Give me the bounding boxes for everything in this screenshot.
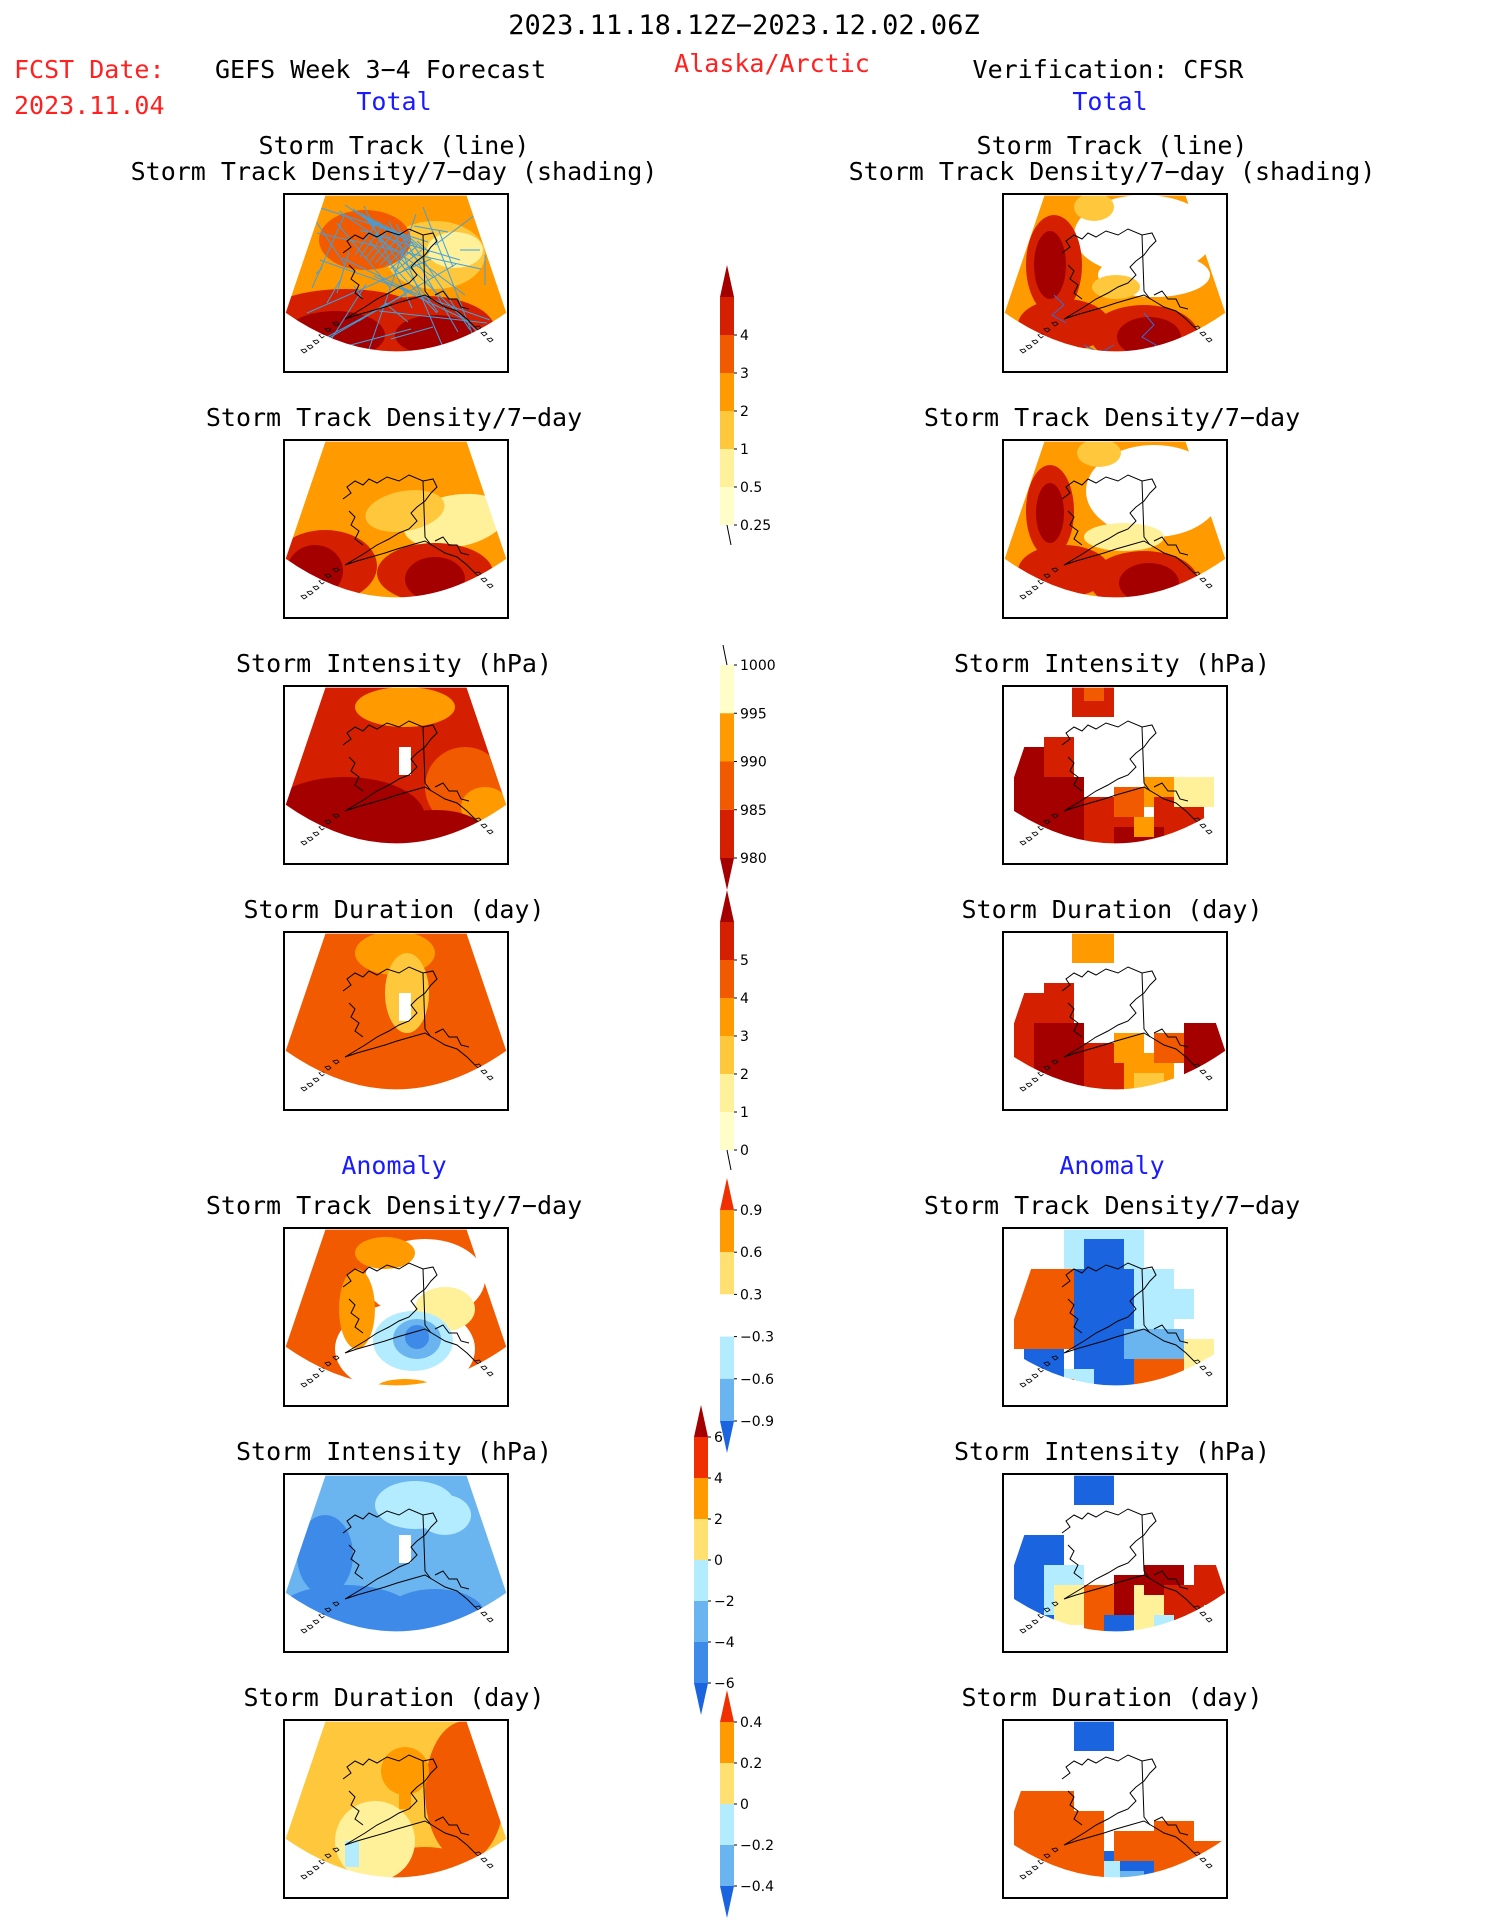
map-forecast-anom-density — [283, 1227, 509, 1407]
map-verification-duration — [1002, 931, 1228, 1111]
title-anom-density-right: Storm Track Density/7−day — [923, 1191, 1301, 1220]
svg-text:4: 4 — [714, 1471, 723, 1487]
svg-text:−0.4: −0.4 — [740, 1879, 774, 1895]
title-duration-left: Storm Duration (day) — [243, 895, 545, 924]
svg-text:5: 5 — [740, 953, 749, 969]
date-range-title: 2023.11.18.12Z−2023.12.02.06Z — [508, 10, 980, 41]
anomaly-label-left: Anomaly — [341, 1151, 447, 1180]
region-title: Alaska/Arctic — [674, 49, 870, 78]
title-intensity-right: Storm Intensity (hPa) — [953, 649, 1271, 678]
svg-text:0.2: 0.2 — [740, 1756, 762, 1772]
svg-text:0.5: 0.5 — [740, 480, 762, 496]
svg-text:1: 1 — [740, 442, 749, 458]
colorbar-anom-intensity: 6 4 2 0 −2 −4 −6 — [694, 1405, 735, 1715]
map-verification-anom-duration — [1002, 1719, 1228, 1899]
total-label-left: Total — [356, 87, 432, 116]
verification-title: Verification: CFSR — [972, 55, 1244, 84]
svg-text:0.4: 0.4 — [740, 1715, 762, 1731]
colorbar-anom-duration: 0.4 0.2 0 −0.2 −0.4 — [720, 1690, 774, 1918]
colorbar-anom-density: 0.9 0.6 0.3 −0.3 −0.6 −0.9 — [720, 1178, 774, 1453]
svg-text:−2: −2 — [714, 1594, 735, 1610]
map-forecast-duration — [283, 931, 509, 1111]
total-label-right: Total — [1072, 87, 1148, 116]
svg-text:−6: −6 — [714, 1676, 735, 1692]
map-forecast-track — [283, 193, 509, 373]
svg-text:−0.9: −0.9 — [740, 1414, 774, 1430]
forecast-title: GEFS Week 3−4 Forecast — [215, 55, 547, 84]
colorbar-density: 4 3 2 1 0.5 0.25 — [720, 265, 771, 545]
map-verification-track — [1002, 193, 1228, 373]
svg-text:4: 4 — [740, 991, 749, 1007]
svg-text:−4: −4 — [714, 1635, 735, 1651]
anomaly-label-right: Anomaly — [1059, 1151, 1165, 1180]
svg-text:−0.3: −0.3 — [740, 1330, 774, 1346]
title-anom-intensity-right: Storm Intensity (hPa) — [953, 1437, 1271, 1466]
svg-text:2: 2 — [714, 1512, 723, 1528]
svg-text:2: 2 — [740, 1067, 749, 1083]
map-verification-anom-intensity — [1002, 1473, 1228, 1653]
map-forecast-intensity — [283, 685, 509, 865]
svg-text:0: 0 — [740, 1143, 749, 1159]
title-track-shading-left: Storm Track Density/7−day (shading) — [130, 157, 658, 186]
svg-text:−0.6: −0.6 — [740, 1372, 774, 1388]
svg-text:4: 4 — [740, 328, 749, 344]
svg-text:0.3: 0.3 — [740, 1287, 762, 1303]
title-density-right: Storm Track Density/7−day — [923, 403, 1301, 432]
colorbar-duration: 5 4 3 2 1 0 — [720, 890, 749, 1170]
title-duration-right: Storm Duration (day) — [961, 895, 1263, 924]
svg-text:1: 1 — [740, 1105, 749, 1121]
title-intensity-left: Storm Intensity (hPa) — [235, 649, 553, 678]
title-track-line-right: Storm Track (line) — [976, 131, 1248, 160]
fcst-date-value: 2023.11.04 — [14, 91, 165, 120]
svg-text:0.25: 0.25 — [740, 518, 771, 534]
title-anom-duration-left: Storm Duration (day) — [243, 1683, 545, 1712]
svg-text:0: 0 — [714, 1553, 723, 1569]
svg-text:3: 3 — [740, 366, 749, 382]
svg-text:0.6: 0.6 — [740, 1245, 762, 1261]
map-verification-anom-density — [1002, 1227, 1228, 1407]
map-forecast-anom-duration — [283, 1719, 509, 1899]
map-verification-density — [1002, 439, 1228, 619]
svg-text:980: 980 — [740, 851, 767, 867]
title-track-shading-right: Storm Track Density/7−day (shading) — [848, 157, 1376, 186]
svg-text:985: 985 — [740, 803, 767, 819]
svg-text:1000: 1000 — [740, 658, 776, 674]
svg-text:3: 3 — [740, 1029, 749, 1045]
svg-text:0.9: 0.9 — [740, 1203, 762, 1219]
svg-text:0: 0 — [740, 1797, 749, 1813]
svg-text:2: 2 — [740, 404, 749, 420]
title-density-left: Storm Track Density/7−day — [205, 403, 583, 432]
svg-text:6: 6 — [714, 1430, 723, 1446]
fcst-date-label: FCST Date: — [14, 55, 165, 84]
svg-text:−0.2: −0.2 — [740, 1838, 774, 1854]
colorbar-intensity: 1000 995 990 985 980 — [720, 645, 776, 890]
map-forecast-anom-intensity — [283, 1473, 509, 1653]
title-track-line-left: Storm Track (line) — [258, 131, 530, 160]
title-anom-density-left: Storm Track Density/7−day — [205, 1191, 583, 1220]
title-anom-duration-right: Storm Duration (day) — [961, 1683, 1263, 1712]
title-anom-intensity-left: Storm Intensity (hPa) — [235, 1437, 553, 1466]
svg-text:995: 995 — [740, 706, 767, 722]
map-verification-intensity — [1002, 685, 1228, 865]
svg-text:990: 990 — [740, 755, 767, 771]
map-forecast-density — [283, 439, 509, 619]
